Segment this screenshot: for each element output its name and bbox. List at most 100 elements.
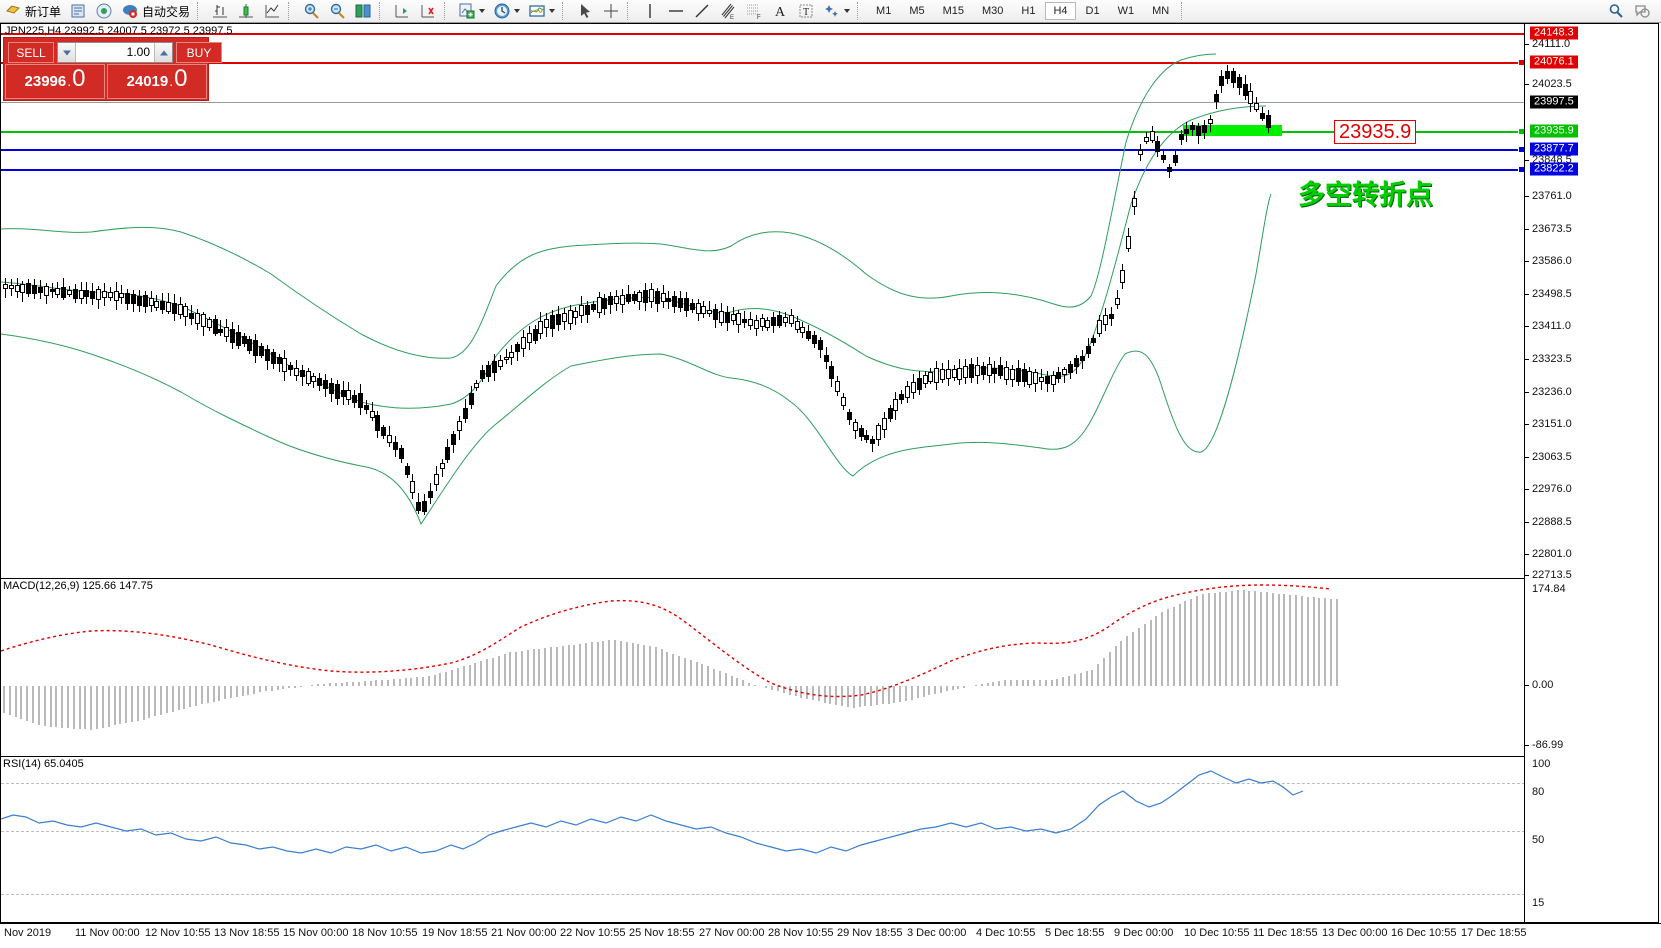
tab-timeframe-h1[interactable]: H1 (1021, 5, 1036, 17)
level-line-24076[interactable] (1, 62, 1525, 64)
trend-line-button[interactable] (690, 1, 714, 21)
candlestick (724, 24, 730, 576)
level-line-23935[interactable] (1, 131, 1525, 133)
chevron-down-icon[interactable] (514, 9, 521, 13)
add-indicator-button[interactable] (455, 1, 488, 21)
tab-timeframe-h4[interactable]: H4 (1045, 2, 1076, 20)
candle-body (61, 286, 67, 298)
axis-tick (1525, 196, 1529, 197)
price-axis[interactable]: 24148.3 24111.0 24076.1 24023.5 23997.5 … (1524, 24, 1658, 922)
volume-increase-button[interactable] (154, 43, 172, 62)
chart-window[interactable]: JPN225,H4 23992.5 24007.5 23972.5 23997.… (0, 23, 1659, 923)
line-chart-button[interactable] (260, 1, 284, 21)
autotrading-label: 自动交易 (142, 4, 191, 19)
chevron-down-icon[interactable] (479, 9, 486, 13)
candle-body (282, 357, 288, 373)
candle-body (649, 288, 655, 302)
tab-timeframe-m1[interactable]: M1 (876, 5, 892, 17)
volume-decrease-button[interactable] (58, 43, 76, 62)
macd-histogram-bar (562, 645, 564, 686)
horizontal-line-button[interactable] (664, 1, 688, 21)
bar-chart-button[interactable] (208, 1, 232, 21)
new-order-button[interactable]: 新订单 (1, 1, 64, 21)
level-line-23822[interactable] (1, 169, 1525, 171)
axis-tick (1525, 489, 1529, 490)
candlestick (555, 24, 561, 576)
templates-button[interactable] (525, 1, 558, 21)
macd-histogram-bar (428, 676, 430, 686)
candle-body (555, 314, 561, 326)
candle-body (1050, 374, 1056, 386)
volume-stepper[interactable]: 1.00 (57, 42, 173, 63)
time-axis[interactable]: Nov 2019 11 Nov 00:00 12 Nov 10:55 13 Nov 1… (0, 925, 1661, 948)
objects-button[interactable] (820, 1, 853, 21)
candle-body (736, 312, 742, 326)
fibonacci-button[interactable]: F (742, 1, 766, 21)
sell-price-box[interactable]: 23996 . 0 (5, 64, 105, 99)
autoscroll-button[interactable] (416, 1, 440, 21)
tab-timeframe-m30[interactable]: M30 (982, 5, 1004, 17)
vertical-line-button[interactable] (638, 1, 662, 21)
rsi-pane[interactable]: RSI(14) 65.0405 (1, 756, 1525, 905)
one-click-trading-panel[interactable]: SELL 1.00 BUY 23996 . 0 24019 . 0 (3, 37, 222, 101)
candle-body (1015, 367, 1021, 382)
buy-button[interactable]: BUY (176, 42, 222, 63)
macd-histogram-bar (1056, 678, 1058, 686)
time-axis-label: 15 Nov 00:00 (283, 927, 349, 939)
shift-end-button[interactable] (390, 1, 414, 21)
macd-histogram-bar (218, 686, 220, 701)
candlestick (212, 24, 218, 576)
candle-chart-button[interactable] (234, 1, 258, 21)
svg-text:E: E (730, 15, 734, 20)
text-button[interactable]: A (768, 1, 792, 21)
tab-timeframe-w1[interactable]: W1 (1117, 5, 1135, 17)
price-tag-label[interactable]: 23935.9 (1334, 120, 1417, 144)
level-line-23877[interactable] (1, 149, 1525, 151)
add-indicator-icon (458, 2, 476, 20)
candlestick (876, 24, 881, 576)
candlestick (189, 24, 195, 576)
label-button[interactable]: T (794, 1, 818, 21)
zoom-in-button[interactable] (299, 1, 323, 21)
candlestick (392, 24, 398, 576)
candlestick (3, 24, 8, 576)
sell-button[interactable]: SELL (8, 42, 54, 63)
candle-body (1248, 90, 1254, 105)
search-button[interactable] (1604, 1, 1628, 21)
trend-line-icon (693, 2, 711, 20)
macd-histogram-bar (620, 641, 622, 686)
macd-histogram-bar (655, 647, 657, 686)
chevron-down-icon[interactable] (844, 9, 851, 13)
candlestick (328, 24, 334, 576)
equidistant-channel-button[interactable]: E (716, 1, 740, 21)
volume-input[interactable]: 1.00 (126, 45, 150, 59)
price-pane[interactable]: JPN225,H4 23992.5 24007.5 23972.5 23997.… (1, 24, 1525, 576)
macd-histogram-bar (224, 686, 226, 700)
period-button[interactable] (490, 1, 523, 21)
tab-timeframe-mn[interactable]: MN (1152, 5, 1170, 17)
candlestick (165, 24, 171, 576)
candlestick (660, 24, 666, 576)
macd-pane[interactable]: MACD(12,26,9) 125.66 147.75 (1, 578, 1525, 755)
chevron-down-icon[interactable] (549, 9, 556, 13)
support-zone-rectangle[interactable] (1183, 125, 1282, 136)
macd-histogram (1, 579, 1525, 755)
signals-button[interactable] (92, 1, 116, 21)
tab-timeframe-d1[interactable]: D1 (1085, 5, 1100, 17)
cursor-button[interactable] (573, 1, 597, 21)
candle-body (532, 328, 538, 341)
candle-chart-icon (237, 2, 255, 20)
level-line-24148[interactable] (1, 33, 1525, 35)
tab-timeframe-m5[interactable]: M5 (909, 5, 925, 17)
tile-windows-button[interactable] (351, 1, 375, 21)
expert-advisor-button[interactable] (66, 1, 90, 21)
tab-timeframe-m15[interactable]: M15 (942, 5, 964, 17)
buy-price-box[interactable]: 24019 . 0 (107, 64, 207, 99)
autotrading-button[interactable]: 自动交易 (118, 1, 193, 21)
help-button[interactable] (1630, 1, 1654, 21)
chart-annotation-text[interactable]: 多空转折点 (1298, 180, 1433, 210)
candle-body (1085, 345, 1091, 354)
zoom-out-button[interactable] (325, 1, 349, 21)
time-axis-label: 11 Nov 00:00 (75, 927, 140, 939)
crosshair-button[interactable] (599, 1, 623, 21)
